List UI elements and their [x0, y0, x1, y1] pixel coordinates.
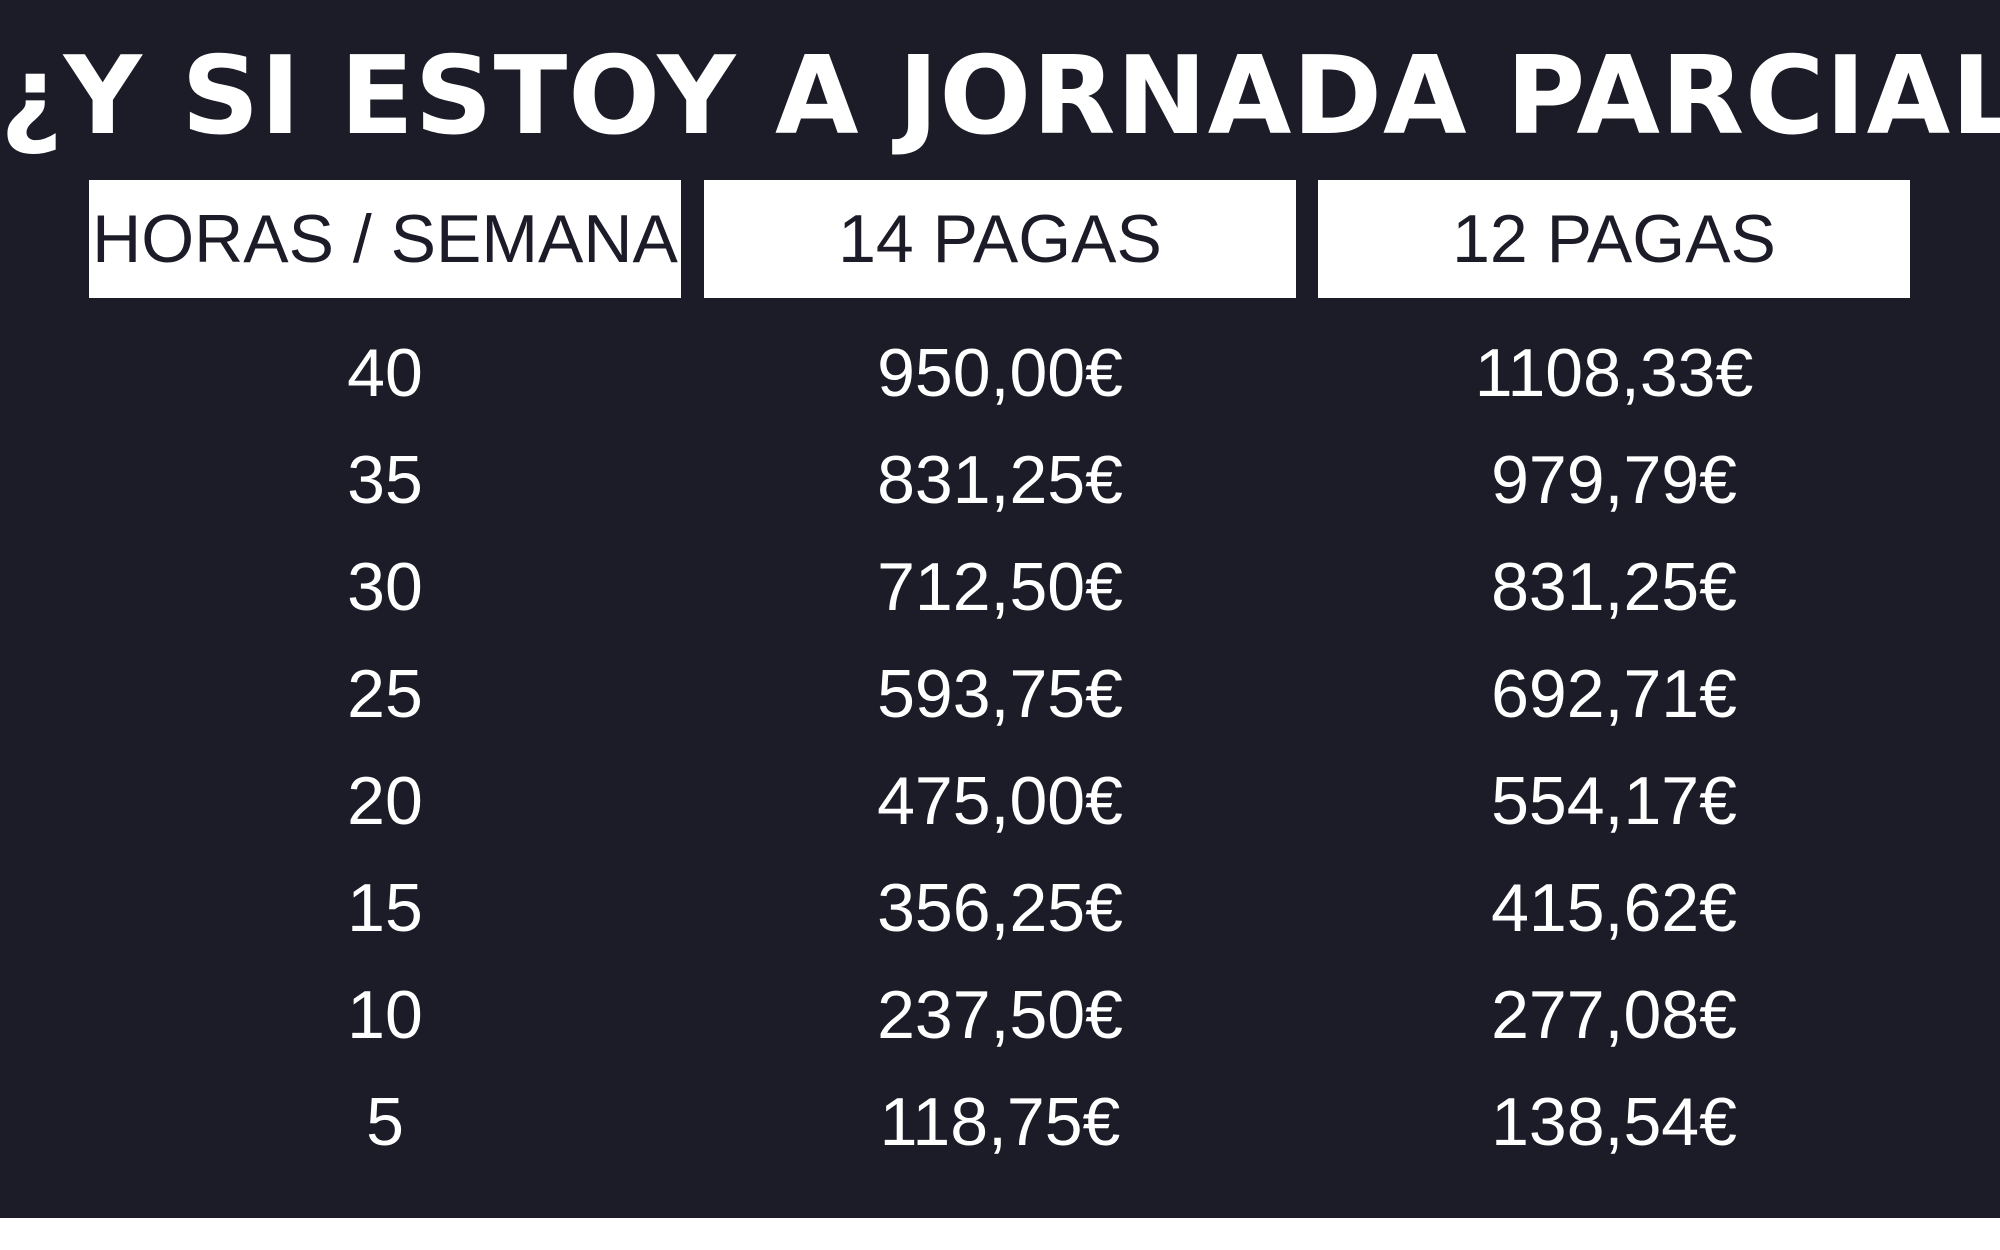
- pay-14-cell: 475,00€: [877, 763, 1123, 839]
- hours-cell: 40: [347, 335, 423, 411]
- pay-12-cell: 979,79€: [1491, 442, 1737, 518]
- pay-12-cell: 554,17€: [1491, 763, 1737, 839]
- pay-14-cell: 950,00€: [877, 335, 1123, 411]
- hours-cell: 20: [347, 763, 423, 839]
- pay-14-cell: 831,25€: [877, 442, 1123, 518]
- table-row: 20 475,00€ 554,17€: [89, 748, 1911, 855]
- pay-14-cell: 118,75€: [879, 1084, 1121, 1160]
- table-row: 25 593,75€ 692,71€: [89, 641, 1911, 748]
- pay-12-cell: 1108,33€: [1474, 335, 1754, 411]
- bottom-divider: [0, 1218, 2000, 1250]
- table-row: 30 712,50€ 831,25€: [89, 534, 1911, 641]
- table-row: 5 118,75€ 138,54€: [89, 1069, 1911, 1176]
- pay-14-cell: 356,25€: [877, 870, 1123, 946]
- table-row: 10 237,50€ 277,08€: [89, 962, 1911, 1069]
- table-row: 35 831,25€ 979,79€: [89, 427, 1911, 534]
- pay-14-cell: 593,75€: [877, 656, 1123, 732]
- table-row: 15 356,25€ 415,62€: [89, 855, 1911, 962]
- pay-14-cell: 712,50€: [877, 549, 1123, 625]
- table-body: 40 950,00€ 1108,33€ 35 831,25€ 979,79€ 30 712,5…: [89, 320, 1911, 1176]
- page-title: ¿Y SI ESTOY A JORNADA PARCIAL?: [0, 34, 2000, 159]
- pay-14-cell: 237,50€: [877, 977, 1123, 1053]
- pay-12-cell: 831,25€: [1491, 549, 1737, 625]
- pay-12-cell: 692,71€: [1491, 656, 1737, 732]
- table-row: 40 950,00€ 1108,33€: [89, 320, 1911, 427]
- pay-12-cell: 138,54€: [1491, 1084, 1737, 1160]
- hours-cell: 30: [347, 549, 423, 625]
- hours-cell: 5: [366, 1084, 404, 1160]
- pay-12-cell: 415,62€: [1491, 870, 1737, 946]
- hours-cell: 10: [347, 977, 423, 1053]
- column-header-12-pagas: 12 PAGAS: [1318, 180, 1910, 298]
- hours-cell: 35: [347, 442, 423, 518]
- column-header-hours-per-week: HORAS / SEMANA: [89, 180, 681, 298]
- hours-cell: 15: [347, 870, 423, 946]
- column-header-14-pagas: 14 PAGAS: [704, 180, 1296, 298]
- pay-12-cell: 277,08€: [1491, 977, 1737, 1053]
- hours-cell: 25: [347, 656, 423, 732]
